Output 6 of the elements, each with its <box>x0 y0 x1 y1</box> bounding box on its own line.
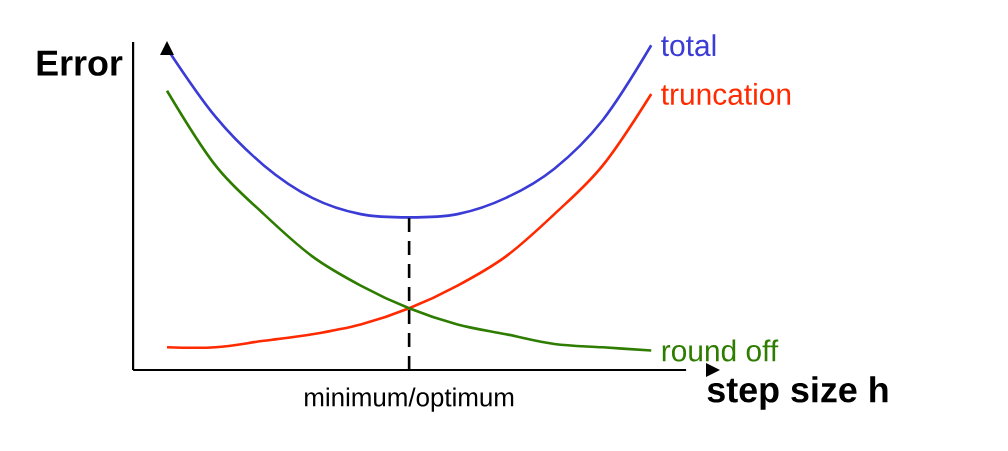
y-axis-title: Error <box>37 50 123 76</box>
x-axis-title: step size h <box>707 376 888 410</box>
series-label: total <box>661 34 716 57</box>
series-label: round off <box>662 339 779 362</box>
series-label: truncation <box>661 82 791 105</box>
text: minimum/optimum <box>305 387 514 412</box>
